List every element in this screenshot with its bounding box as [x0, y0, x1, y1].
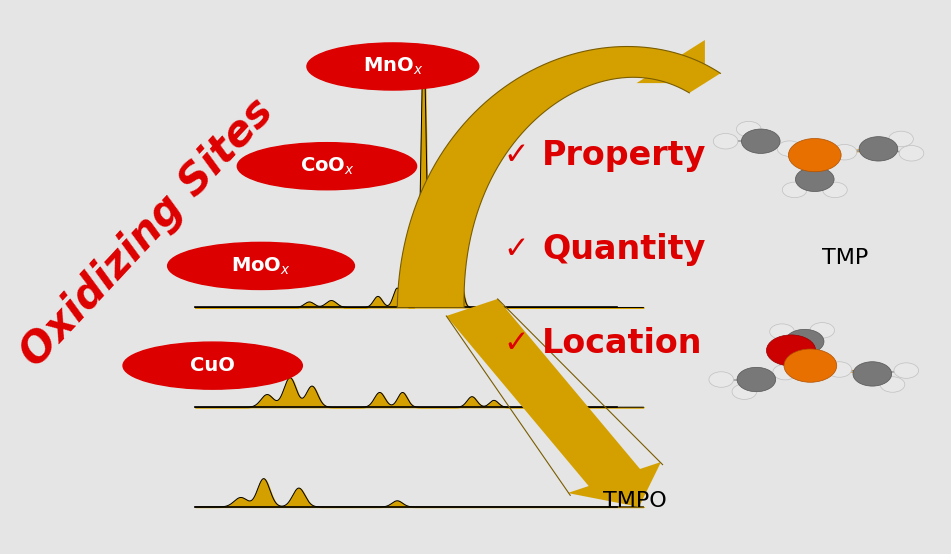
Text: Location: Location	[542, 327, 703, 360]
Circle shape	[894, 363, 919, 378]
Circle shape	[788, 138, 841, 172]
Circle shape	[823, 182, 847, 198]
Circle shape	[889, 131, 913, 147]
Ellipse shape	[307, 43, 478, 90]
Circle shape	[795, 347, 820, 362]
Text: TMPO: TMPO	[603, 491, 667, 511]
Circle shape	[737, 367, 776, 392]
Polygon shape	[636, 40, 705, 83]
Circle shape	[832, 145, 857, 160]
Circle shape	[784, 349, 837, 382]
Text: ✓: ✓	[503, 235, 529, 264]
Polygon shape	[446, 299, 642, 489]
Circle shape	[803, 158, 827, 174]
Circle shape	[795, 167, 834, 192]
Text: Oxidizing Sites: Oxidizing Sites	[12, 90, 281, 375]
Text: ✓: ✓	[503, 329, 529, 358]
Circle shape	[708, 372, 733, 387]
Circle shape	[859, 137, 898, 161]
Circle shape	[881, 377, 904, 392]
Circle shape	[732, 384, 757, 399]
Circle shape	[736, 121, 761, 137]
Circle shape	[769, 324, 794, 340]
Polygon shape	[568, 462, 661, 507]
Circle shape	[767, 335, 816, 366]
Circle shape	[786, 329, 824, 353]
Polygon shape	[398, 47, 721, 307]
Circle shape	[773, 365, 798, 380]
Text: MnO$_x$: MnO$_x$	[362, 56, 423, 77]
Text: Property: Property	[542, 138, 707, 172]
Circle shape	[853, 362, 892, 386]
Text: MoO$_x$: MoO$_x$	[231, 255, 291, 276]
Text: Quantity: Quantity	[542, 233, 706, 266]
Text: CuO: CuO	[190, 356, 235, 375]
Ellipse shape	[123, 342, 302, 389]
Ellipse shape	[167, 243, 355, 289]
Text: TMP: TMP	[823, 248, 868, 268]
Circle shape	[900, 146, 923, 161]
Circle shape	[783, 182, 806, 198]
Circle shape	[827, 362, 851, 377]
Text: CoO$_x$: CoO$_x$	[300, 156, 355, 177]
Circle shape	[742, 129, 780, 153]
Ellipse shape	[238, 142, 417, 190]
Circle shape	[810, 322, 835, 338]
Text: ✓: ✓	[503, 141, 529, 170]
Circle shape	[713, 134, 738, 149]
Circle shape	[777, 141, 802, 156]
